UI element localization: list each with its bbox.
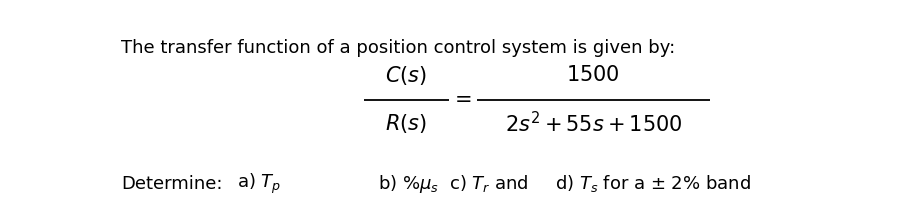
Text: d) $T_s$ for a $\pm$ 2% band: d) $T_s$ for a $\pm$ 2% band [554,173,751,194]
Text: $R(s)$: $R(s)$ [386,112,428,135]
Text: $C(s)$: $C(s)$ [386,64,428,87]
Text: b) $\%\mu_s$  c) $T_r$ and: b) $\%\mu_s$ c) $T_r$ and [379,173,529,195]
Text: =: = [455,90,472,110]
Text: $2s^2+55s+1500$: $2s^2+55s+1500$ [505,111,682,136]
Text: Determine:: Determine: [121,175,222,193]
Text: The transfer function of a position control system is given by:: The transfer function of a position cont… [121,39,675,57]
Text: $1500$: $1500$ [566,65,621,85]
Text: a) $T_p$: a) $T_p$ [238,172,281,196]
